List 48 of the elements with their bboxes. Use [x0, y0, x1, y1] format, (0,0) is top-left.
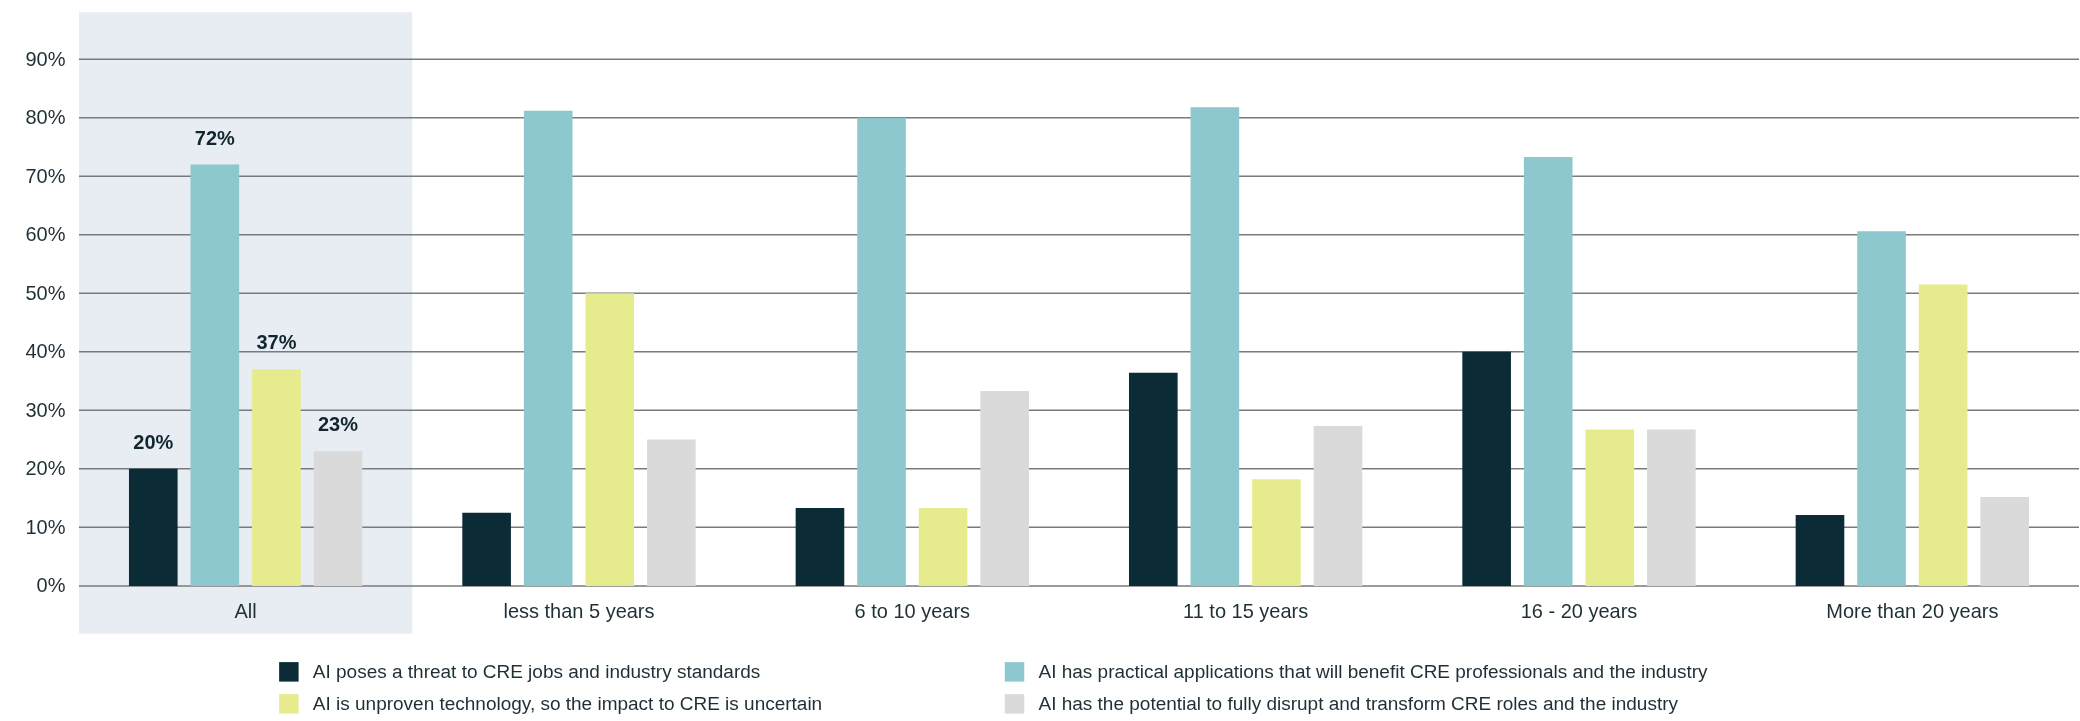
- legend-label: AI has practical applications that will benefit CRE professionals and the industry: [1038, 660, 1709, 682]
- bar: [1585, 429, 1635, 586]
- bar: [1252, 479, 1301, 586]
- y-tick-label: 70%: [25, 164, 66, 187]
- y-tick-label: 40%: [25, 340, 66, 363]
- bar: [1980, 496, 2029, 586]
- x-tick-label: 11 to 15 years: [1183, 600, 1309, 623]
- legend-label: AI has the potential to fully disrupt and transform CRE roles and the industry: [1038, 692, 1679, 714]
- legend-label: AI poses a threat to CRE jobs and industry standards: [312, 660, 761, 682]
- bar: [1857, 231, 1906, 586]
- bar: [523, 110, 573, 586]
- bar: [313, 451, 363, 586]
- y-tick-label: 80%: [25, 106, 66, 129]
- bar: [857, 117, 906, 586]
- bar: [1918, 284, 1968, 586]
- bar: [918, 508, 968, 586]
- bar: [1313, 426, 1363, 586]
- bar: [252, 369, 301, 586]
- bar: [128, 468, 178, 586]
- bar: [1190, 107, 1240, 586]
- bar: [1128, 372, 1178, 586]
- bar: [1523, 156, 1573, 586]
- data-label: 37%: [256, 331, 297, 354]
- data-label: 23%: [317, 413, 359, 436]
- data-label: 20%: [133, 430, 174, 453]
- y-tick-label: 50%: [25, 281, 66, 304]
- bar: [1795, 515, 1845, 586]
- bar: [647, 439, 696, 586]
- x-tick-label: More than 20 years: [1826, 600, 1999, 623]
- bar: [1462, 351, 1511, 586]
- x-tick-label: All: [234, 600, 257, 623]
- x-tick-label: 16 - 20 years: [1520, 600, 1638, 623]
- bar: [462, 512, 511, 586]
- x-tick-label: less than 5 years: [503, 600, 655, 623]
- y-tick-label: 30%: [25, 398, 66, 421]
- bar: [1647, 429, 1696, 586]
- legend-label: AI is unproven technology, so the impact to CRE is uncertain: [312, 692, 823, 714]
- data-label: 72%: [194, 126, 236, 149]
- y-tick-label: 10%: [25, 515, 66, 538]
- y-tick-label: 20%: [25, 457, 66, 480]
- bar: [980, 390, 1029, 586]
- bar: [585, 293, 635, 586]
- bar: [795, 508, 845, 586]
- bar: [190, 164, 240, 586]
- y-tick-label: 0%: [36, 574, 66, 597]
- y-tick-label: 90%: [25, 47, 66, 70]
- x-tick-label: 6 to 10 years: [854, 600, 971, 623]
- y-tick-label: 60%: [25, 223, 66, 246]
